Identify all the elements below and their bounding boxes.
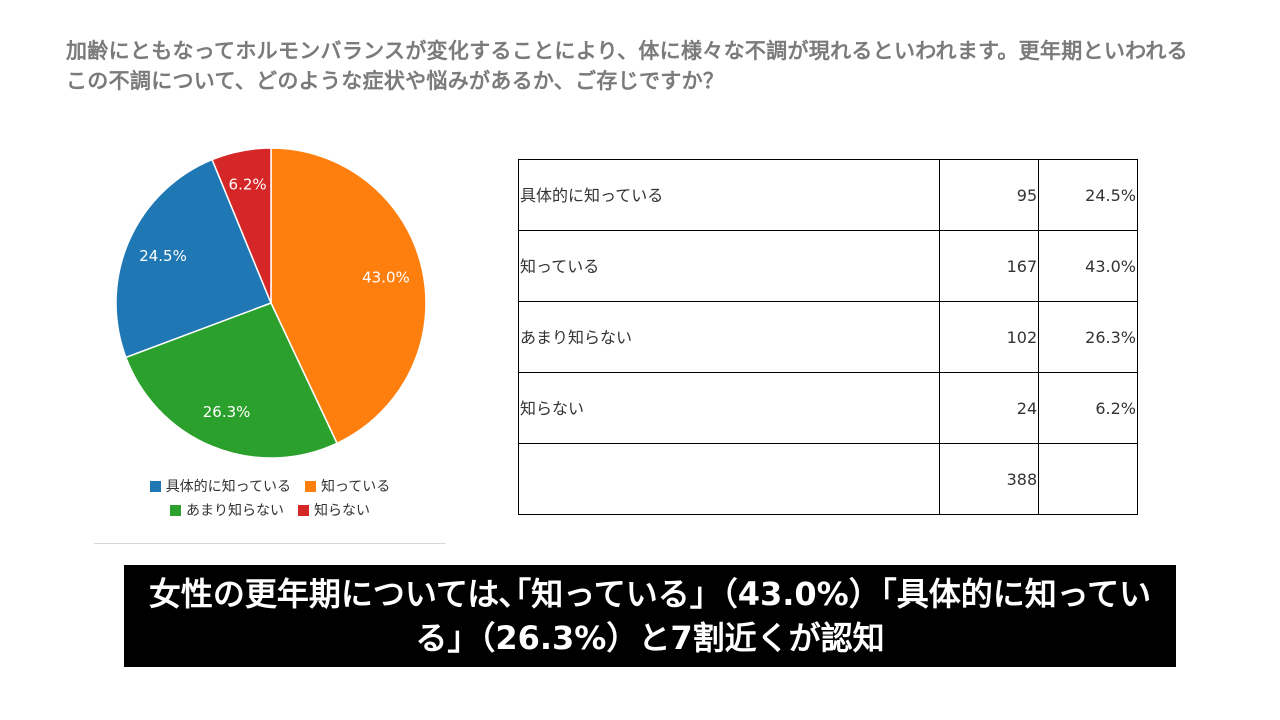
table-row: 知らない 24 6.2% [517,372,1138,444]
pie-slice [124,302,338,459]
chart-legend: 具体的に知っている 知っている あまり知らない 知らない [94,474,446,522]
row-count: 102 [939,301,1040,373]
row-count: 167 [939,230,1040,302]
slice-data-label: 43.0% [362,268,410,286]
pie-chart: 43.0% 26.3% 24.5% 6.2% 具体的に知っている 知っている あまり知… [94,140,446,544]
pie-svg: 43.0% 26.3% 24.5% 6.2% [115,147,427,459]
row-percent [1038,443,1138,515]
legend-row-2: あまり知らない 知らない [94,498,446,522]
legend-item: あまり知らない [170,500,284,520]
legend-label: 知らない [314,503,370,519]
table-row: 知っている 167 43.0% [517,230,1138,302]
row-label: 具体的に知っている [517,159,941,231]
results-table: 具体的に知っている 95 24.5% 知っている 167 43.0% あまり知ら… [517,159,1138,515]
slice-data-label: 26.3% [203,403,251,421]
legend-swatch [298,504,309,516]
legend-item: 知らない [298,500,370,520]
row-label [517,443,941,515]
pie-slice [270,147,427,445]
chart-divider [94,543,446,544]
legend-item: 知っている [305,476,390,496]
legend-swatch [305,480,316,492]
table-row: 具体的に知っている 95 24.5% [517,159,1138,231]
legend-label: 知っている [321,479,391,495]
legend-label: あまり知らない [186,503,284,519]
row-percent: 43.0% [1038,230,1138,302]
summary-banner: 女性の更年期については､｢知っている｣（43.0%）｢具体的に知っている｣（26… [124,565,1176,667]
legend-item: 具体的に知っている [149,476,291,496]
legend-label: 具体的に知っている [165,479,291,495]
row-percent: 26.3% [1038,301,1138,373]
row-label: あまり知らない [517,301,941,373]
legend-swatch [149,480,161,492]
total-count: 388 [939,443,1040,515]
survey-question: 加齢にともなってホルモンバランスが変化することにより、体に様々な不調が現れるとい… [66,39,1188,93]
legend-swatch [170,504,181,516]
legend-row-1: 具体的に知っている 知っている [94,474,446,498]
row-label: 知らない [517,372,941,444]
table-row: あまり知らない 102 26.3% [517,301,1138,373]
row-count: 24 [939,372,1040,444]
row-percent: 6.2% [1038,372,1138,444]
slice-data-label: 6.2% [229,175,267,193]
row-label: 知っている [517,230,941,302]
slice-data-label: 24.5% [139,247,187,265]
row-count: 95 [939,159,1040,231]
table-row-total: 388 [517,443,1138,515]
pie-slice [211,147,272,304]
row-percent: 24.5% [1038,159,1138,231]
